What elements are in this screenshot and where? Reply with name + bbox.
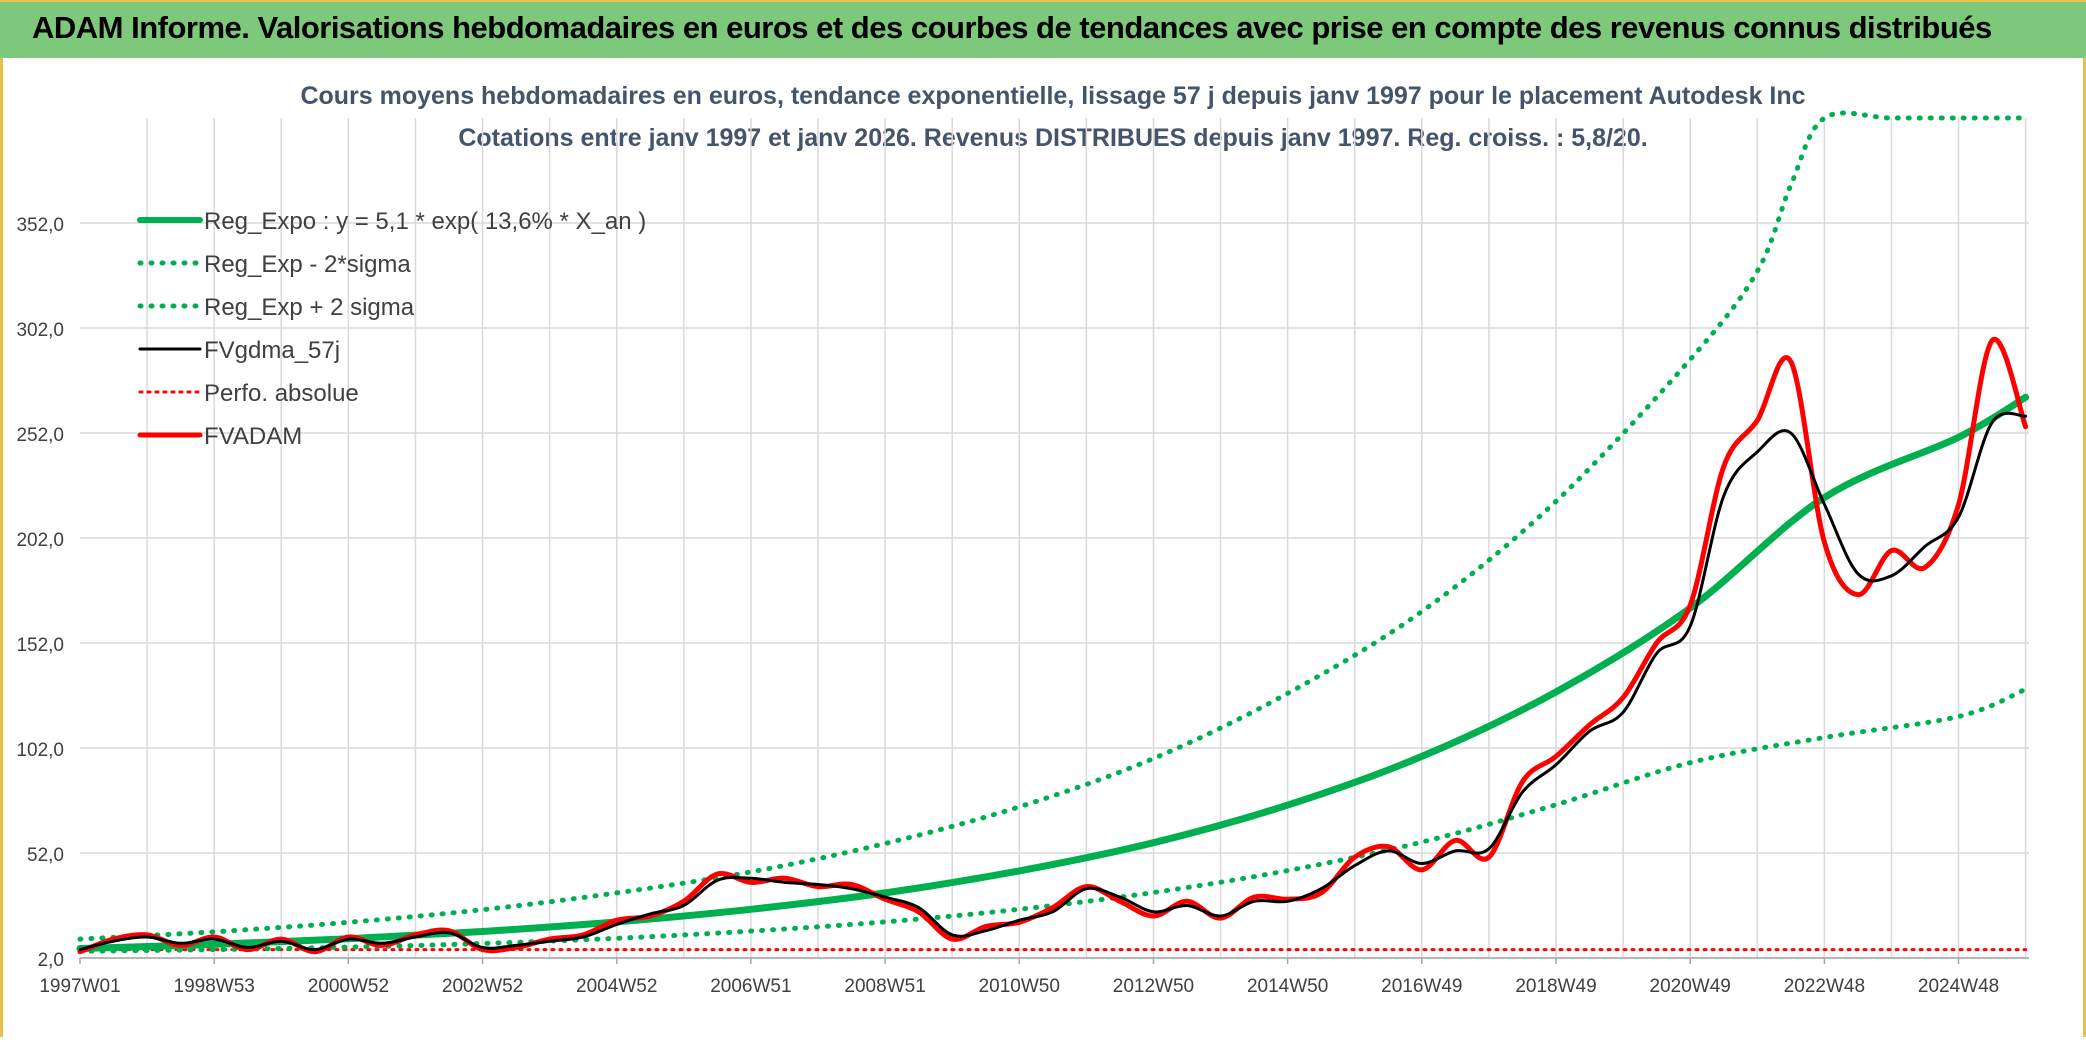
trend-exp-line xyxy=(76,393,2030,953)
x-tick-label: 2024W48 xyxy=(1918,976,1999,997)
report-title: ADAM Informe. Valorisations hebdomadaire… xyxy=(32,10,1992,45)
chart-frame: Cours moyens hebdomadaires en euros, ten… xyxy=(0,58,2086,1037)
fvadam-line xyxy=(77,336,2029,955)
x-tick-label: 1998W53 xyxy=(174,976,255,997)
legend-label: Reg_Exp + 2 sigma xyxy=(204,294,415,321)
fvgdma-line xyxy=(78,411,2028,952)
y-tick-label: 202,0 xyxy=(16,530,64,551)
legend-label: Perfo. absolue xyxy=(204,380,359,407)
trend-chart: Cours moyens hebdomadaires en euros, ten… xyxy=(16,82,2030,997)
x-tick-label: 2016W49 xyxy=(1381,976,1462,997)
y-tick-label: 302,0 xyxy=(16,320,64,341)
x-tick-label: 2022W48 xyxy=(1784,976,1865,997)
legend-label: Reg_Exp - 2*sigma xyxy=(204,251,411,278)
trend-minus-2sigma-line xyxy=(77,686,2029,954)
legend: Reg_Expo : y = 5,1 * exp( 13,6% * X_an )… xyxy=(137,208,646,450)
y-tick-label: 2,0 xyxy=(38,950,64,971)
x-tick-label: 2008W51 xyxy=(844,976,925,997)
chart-subtitle: Cotations entre janv 1997 et janv 2026. … xyxy=(458,124,1647,152)
legend-label: Reg_Expo : y = 5,1 * exp( 13,6% * X_an ) xyxy=(204,208,646,235)
series-layer xyxy=(76,110,2030,955)
x-tick-label: 2014W50 xyxy=(1247,976,1328,997)
x-tick-label: 2000W52 xyxy=(308,976,389,997)
x-tick-label: 2018W49 xyxy=(1515,976,1596,997)
x-tick-label: 2004W52 xyxy=(576,976,657,997)
y-tick-label: 252,0 xyxy=(16,425,64,446)
x-tick-label: 2012W50 xyxy=(1113,976,1194,997)
y-tick-label: 102,0 xyxy=(16,740,64,761)
y-tick-label: 352,0 xyxy=(16,215,64,236)
x-tick-label: 1997W01 xyxy=(39,976,120,997)
trend-plus-2sigma-line xyxy=(77,110,2029,942)
y-tick-label: 152,0 xyxy=(16,635,64,656)
axes: 2,0 52,0 102,0 152,0 202,0 252,0 302,0 352,0 199… xyxy=(16,215,2029,997)
grid xyxy=(80,118,2029,959)
x-tick-label: 2020W49 xyxy=(1650,976,1731,997)
y-tick-label: 52,0 xyxy=(27,845,64,866)
x-tick-label: 2002W52 xyxy=(442,976,523,997)
x-tick-label: 2010W50 xyxy=(979,976,1060,997)
legend-label: FVADAM xyxy=(204,423,302,450)
x-tick-label: 2006W51 xyxy=(710,976,791,997)
legend-label: FVgdma_57j xyxy=(204,337,340,364)
report-banner: ADAM Informe. Valorisations hebdomadaire… xyxy=(0,0,2086,58)
chart-title: Cours moyens hebdomadaires en euros, ten… xyxy=(300,82,1805,110)
